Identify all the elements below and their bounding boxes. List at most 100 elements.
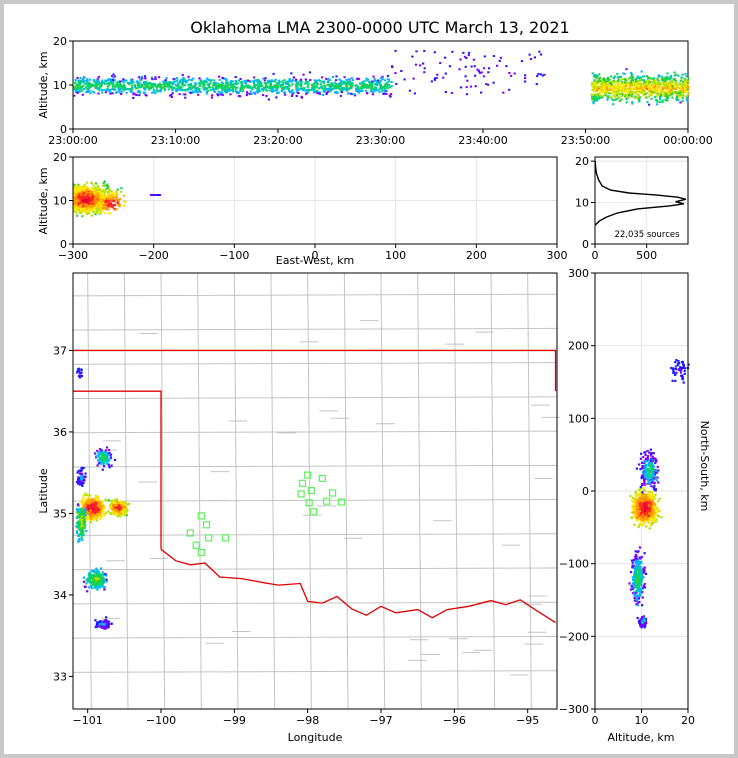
time-height-point (101, 91, 104, 94)
time-height-point (637, 96, 640, 99)
time-height-point (233, 85, 236, 88)
ew-height-point (73, 195, 76, 198)
time-height-point (127, 88, 130, 91)
ew-height-ylabel: Altitude, km (37, 167, 50, 234)
time-height-point (345, 86, 348, 89)
time-height-point (288, 85, 291, 88)
time-height-point (234, 80, 238, 82)
plan-view-point (77, 479, 80, 482)
time-height-point (599, 76, 602, 79)
time-height-point (223, 84, 226, 87)
time-height-point (668, 85, 671, 88)
time-height-point (654, 82, 657, 85)
time-height-point (680, 85, 683, 88)
time-height-point (633, 81, 636, 84)
plan-view-point (82, 520, 85, 523)
ew-height-point (107, 197, 110, 200)
ew-height-point (110, 192, 113, 194)
ew-height-point (107, 186, 110, 189)
plan-view-point (87, 511, 90, 514)
time-height-point (152, 90, 155, 93)
time-height-point (326, 83, 329, 86)
ew-height-point (98, 192, 102, 195)
time-height-point (343, 80, 346, 83)
ew-height-point (98, 203, 101, 205)
time-height-point (665, 84, 668, 87)
time-height-point (336, 92, 339, 94)
time-height-point (249, 80, 252, 83)
time-height-point (140, 86, 143, 89)
time-height-point (617, 87, 620, 90)
time-height-point (335, 90, 338, 93)
time-height-point (380, 77, 383, 79)
time-height-point (218, 78, 221, 81)
time-height-point (377, 79, 380, 82)
time-height-point (123, 88, 127, 90)
time-height-point (601, 80, 604, 83)
time-height-point (384, 84, 387, 87)
time-height-point (604, 85, 607, 88)
time-height-point (324, 86, 327, 89)
plan-view-point (92, 510, 95, 513)
time-height-point (681, 88, 684, 91)
time-height-point (381, 89, 384, 92)
time-height-point (622, 94, 625, 97)
time-height-point (483, 67, 486, 70)
plan-view-point (75, 480, 79, 484)
time-height-point (138, 86, 141, 89)
ew-height-point (109, 193, 112, 196)
time-height-point (465, 86, 468, 89)
time-height-point (625, 101, 628, 104)
plan-view-point (103, 460, 106, 464)
plan-view-point (80, 525, 83, 528)
plan-view-point (97, 570, 100, 573)
time-height-ytick: 10 (53, 79, 67, 92)
ew-height-point (94, 199, 97, 202)
plan-view-point (81, 502, 84, 505)
plan-view-point (110, 499, 114, 502)
time-height-point (192, 77, 195, 80)
time-height-point (681, 86, 685, 89)
plan-view-point (79, 509, 82, 512)
time-height-point (671, 82, 674, 85)
plan-view-point (100, 624, 103, 627)
time-height-point (255, 90, 258, 93)
time-height-point (661, 81, 664, 84)
ew-height-point (95, 205, 98, 208)
ew-height-point (117, 202, 120, 205)
time-height-point (647, 79, 651, 82)
time-height-point (651, 91, 654, 93)
time-height-point (628, 76, 631, 79)
time-height-point (286, 80, 289, 83)
time-height-point (323, 87, 326, 90)
plan-view-point (113, 499, 116, 502)
time-height-point (607, 85, 610, 88)
time-height-point (604, 90, 607, 93)
time-height-point (615, 86, 618, 89)
plan-view-point (124, 507, 127, 511)
ew-height-point (78, 184, 81, 187)
plan-view-point (108, 499, 111, 502)
time-height-point (621, 78, 625, 80)
county-lines (72, 272, 560, 710)
ew-height-point (75, 199, 78, 201)
ew-height-point (101, 207, 104, 210)
time-height-point (355, 87, 358, 90)
ew-height-point (159, 194, 161, 196)
time-height-point (591, 98, 594, 100)
time-height-point (423, 67, 426, 70)
time-height-point (253, 86, 256, 89)
time-height-xtick: 23:50:00 (561, 134, 610, 147)
time-height-point (295, 82, 298, 85)
plan-view-point (106, 451, 109, 454)
ew-height-point (109, 212, 112, 215)
plan-view-point (101, 509, 104, 512)
time-height-point (80, 80, 83, 83)
plan-view-point (76, 530, 79, 533)
ew-height-point (120, 187, 123, 190)
ew-height-point (82, 201, 85, 204)
time-height-point (241, 84, 244, 87)
time-height-point (637, 86, 640, 89)
time-height-point (681, 73, 684, 76)
time-height-point (274, 84, 277, 87)
